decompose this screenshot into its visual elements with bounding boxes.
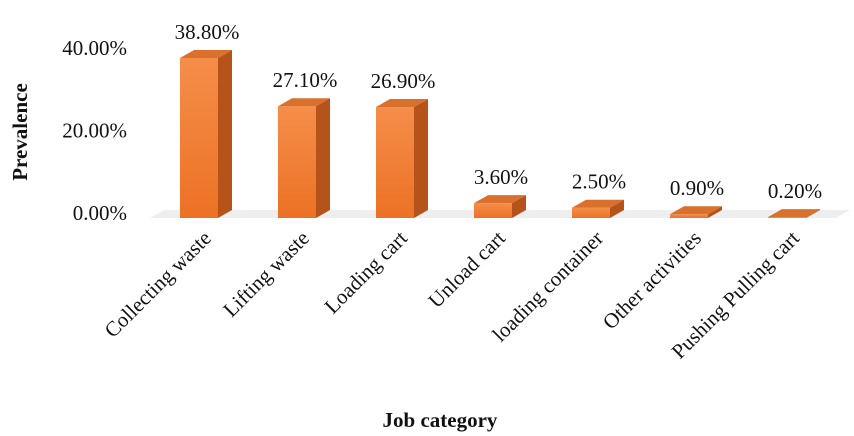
bar-front bbox=[278, 106, 316, 218]
bar-front bbox=[180, 57, 218, 219]
bar-top bbox=[768, 209, 820, 218]
y-axis-title: Prevalence bbox=[8, 83, 32, 181]
data-label: 0.20% bbox=[768, 179, 822, 203]
bar-front bbox=[670, 214, 708, 218]
bar bbox=[180, 49, 232, 219]
bar-top bbox=[180, 49, 232, 58]
bar-side bbox=[218, 49, 232, 219]
x-axis-title: Job category bbox=[383, 408, 498, 432]
bar-side bbox=[316, 98, 330, 218]
data-label: 2.50% bbox=[572, 170, 626, 194]
bar-side bbox=[610, 199, 624, 218]
bar bbox=[474, 195, 526, 218]
x-tick-label: Lifting waste bbox=[218, 226, 314, 322]
bar-side bbox=[806, 209, 820, 218]
bar-front bbox=[768, 217, 806, 218]
bar bbox=[768, 209, 820, 218]
y-tick-label: 40.00% bbox=[62, 36, 127, 60]
y-tick-label: 0.00% bbox=[73, 201, 127, 225]
bar bbox=[278, 98, 330, 218]
bar-front bbox=[376, 107, 414, 218]
bar-top bbox=[572, 199, 624, 208]
bar-top bbox=[376, 99, 428, 108]
data-label: 3.60% bbox=[474, 165, 528, 189]
bar-front bbox=[572, 207, 610, 218]
bar-side bbox=[414, 99, 428, 218]
data-label: 38.80% bbox=[175, 20, 240, 44]
x-tick-label: Collecting waste bbox=[100, 226, 216, 342]
bar-front bbox=[474, 203, 512, 218]
data-label: 27.10% bbox=[273, 68, 338, 92]
x-tick-label: Loading cart bbox=[320, 226, 413, 319]
bar bbox=[670, 206, 722, 218]
bar-side bbox=[708, 206, 722, 218]
x-tick-label: Unload cart bbox=[423, 226, 510, 313]
bar-top bbox=[278, 98, 330, 107]
bar-side bbox=[512, 195, 526, 218]
bar bbox=[572, 199, 624, 218]
x-tick-label: Other activities bbox=[598, 226, 706, 334]
data-label: 26.90% bbox=[371, 69, 436, 93]
bar-top bbox=[670, 206, 722, 215]
bar-top bbox=[474, 195, 526, 204]
bar bbox=[376, 99, 428, 218]
y-tick-label: 20.00% bbox=[62, 118, 127, 142]
data-label: 0.90% bbox=[670, 176, 724, 200]
